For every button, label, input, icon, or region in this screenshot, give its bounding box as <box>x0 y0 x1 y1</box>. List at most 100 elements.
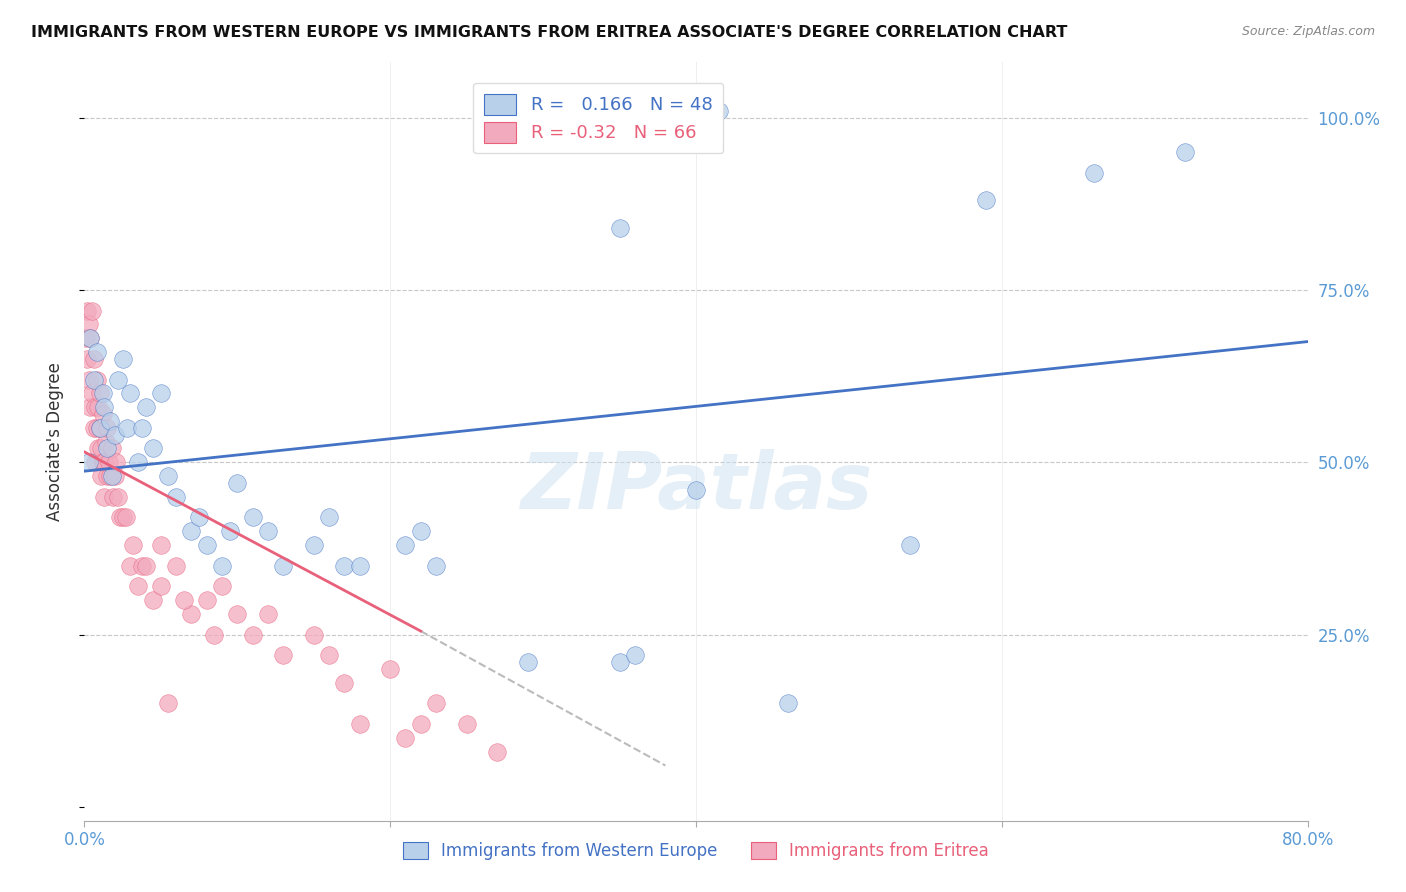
Point <box>80 303 103 318</box>
Point <box>218 524 240 538</box>
Point <box>600 131 623 145</box>
Point <box>142 442 165 456</box>
Text: ZIPatlas: ZIPatlas <box>520 449 872 525</box>
Point <box>149 579 172 593</box>
Point <box>89 386 111 401</box>
Point <box>93 455 115 469</box>
Point <box>96 469 118 483</box>
Point <box>131 558 153 573</box>
Point <box>456 717 478 731</box>
Point <box>211 558 233 573</box>
Point <box>318 510 340 524</box>
Point <box>79 331 101 345</box>
Point <box>84 400 107 414</box>
Text: Source: ZipAtlas.com: Source: ZipAtlas.com <box>1241 25 1375 38</box>
Point <box>409 717 432 731</box>
Point <box>87 442 110 456</box>
Point <box>425 558 447 573</box>
Point <box>226 475 249 490</box>
Point <box>157 697 180 711</box>
Point <box>86 345 108 359</box>
Point <box>131 421 153 435</box>
Point <box>685 483 707 497</box>
Point <box>609 655 631 669</box>
Point <box>898 538 921 552</box>
Legend: Immigrants from Western Europe, Immigrants from Eritrea: Immigrants from Western Europe, Immigran… <box>396 836 995 867</box>
Point <box>108 510 131 524</box>
Point <box>486 745 509 759</box>
Point <box>776 697 799 711</box>
Point <box>127 579 149 593</box>
Point <box>79 331 101 345</box>
Point <box>135 558 157 573</box>
Point <box>188 510 211 524</box>
Point <box>165 490 187 504</box>
Point <box>97 455 120 469</box>
Point <box>79 400 101 414</box>
Point <box>318 648 340 663</box>
Point <box>96 421 118 435</box>
Point <box>83 351 105 366</box>
Point <box>104 469 127 483</box>
Point <box>302 627 325 641</box>
Point <box>83 372 105 386</box>
Point <box>707 103 730 118</box>
Point <box>226 607 249 621</box>
Point <box>271 648 294 663</box>
Point <box>1174 145 1197 159</box>
Point <box>104 427 127 442</box>
Point <box>149 538 172 552</box>
Point <box>195 593 218 607</box>
Point <box>107 372 129 386</box>
Point <box>1083 166 1105 180</box>
Point <box>609 220 631 235</box>
Point <box>86 372 108 386</box>
Point <box>90 442 112 456</box>
Point <box>242 510 264 524</box>
Point <box>135 400 157 414</box>
Point <box>257 524 280 538</box>
Text: IMMIGRANTS FROM WESTERN EUROPE VS IMMIGRANTS FROM ERITREA ASSOCIATE'S DEGREE COR: IMMIGRANTS FROM WESTERN EUROPE VS IMMIGR… <box>31 25 1067 40</box>
Point <box>107 490 129 504</box>
Point <box>394 538 416 552</box>
Point <box>409 524 432 538</box>
Point <box>89 421 111 435</box>
Point <box>111 351 134 366</box>
Point <box>976 194 998 208</box>
Point <box>94 434 117 449</box>
Point <box>93 490 115 504</box>
Point <box>302 538 325 552</box>
Point <box>75 331 97 345</box>
Point <box>91 407 114 421</box>
Point <box>142 593 165 607</box>
Point <box>180 607 202 621</box>
Point <box>80 386 103 401</box>
Point <box>90 469 112 483</box>
Point <box>103 490 125 504</box>
Point <box>89 421 111 435</box>
Point <box>91 386 114 401</box>
Point <box>180 524 202 538</box>
Point <box>98 469 121 483</box>
Point <box>211 579 233 593</box>
Point <box>157 469 180 483</box>
Point <box>114 510 136 524</box>
Point <box>91 455 114 469</box>
Point <box>394 731 416 745</box>
Point <box>624 648 647 663</box>
Point <box>96 442 118 456</box>
Point <box>77 455 100 469</box>
Point <box>93 400 115 414</box>
Point <box>349 717 371 731</box>
Point <box>333 675 356 690</box>
Point <box>77 372 100 386</box>
Point <box>173 593 195 607</box>
Point <box>333 558 356 573</box>
Point <box>195 538 218 552</box>
Point <box>122 538 145 552</box>
Point <box>242 627 264 641</box>
Point <box>98 414 121 428</box>
Point <box>271 558 294 573</box>
Point <box>120 558 142 573</box>
Point <box>101 469 124 483</box>
